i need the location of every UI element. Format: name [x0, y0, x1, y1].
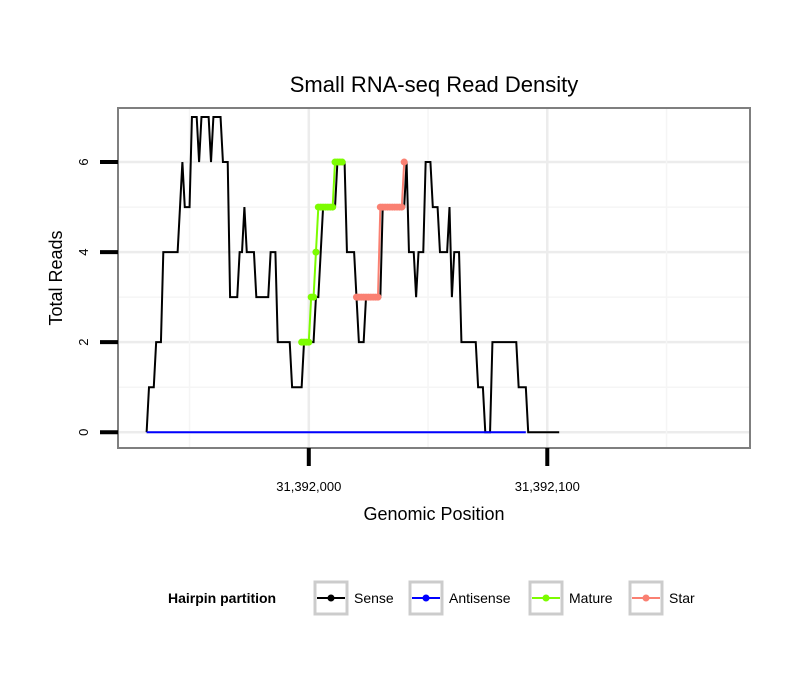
series-layer: [145, 116, 560, 434]
legend-label-mature: Mature: [569, 590, 613, 606]
y-tick-label: 0: [76, 429, 91, 436]
data-point-star: [400, 158, 408, 166]
y-tick-label: 2: [76, 339, 91, 346]
data-point-mature: [310, 293, 318, 301]
legend-dot-star: [642, 594, 650, 602]
series-line-sense: [145, 116, 560, 434]
legend-label-antisense: Antisense: [449, 590, 511, 606]
y-axis: 0 2 4 6: [76, 158, 118, 436]
legend-label-star: Star: [669, 590, 695, 606]
legend-dot-mature: [542, 594, 550, 602]
data-point-star: [398, 203, 406, 211]
y-tick-label: 6: [76, 158, 91, 165]
chart-title: Small RNA-seq Read Density: [290, 72, 579, 97]
data-point-star: [374, 293, 382, 301]
legend-dot-sense: [327, 594, 335, 602]
legend-label-sense: Sense: [354, 590, 394, 606]
x-tick-label: 31,392,100: [515, 479, 580, 494]
data-point-mature: [338, 158, 346, 166]
x-tick-label: 31,392,000: [276, 479, 341, 494]
panel-border: [117, 107, 751, 449]
data-point-mature: [329, 203, 337, 211]
legend: Hairpin partition Sense Antisense Mature St…: [168, 580, 695, 616]
data-point-mature: [305, 338, 313, 346]
x-axis: 31,392,000 31,392,100: [276, 448, 580, 494]
y-axis-title: Total Reads: [46, 230, 66, 325]
panel-background: [118, 108, 750, 448]
legend-dot-antisense: [422, 594, 430, 602]
data-point-mature: [312, 248, 320, 256]
plot-panel: [117, 107, 751, 449]
legend-title: Hairpin partition: [168, 590, 276, 606]
x-axis-title: Genomic Position: [363, 504, 504, 524]
y-tick-label: 4: [76, 248, 91, 255]
